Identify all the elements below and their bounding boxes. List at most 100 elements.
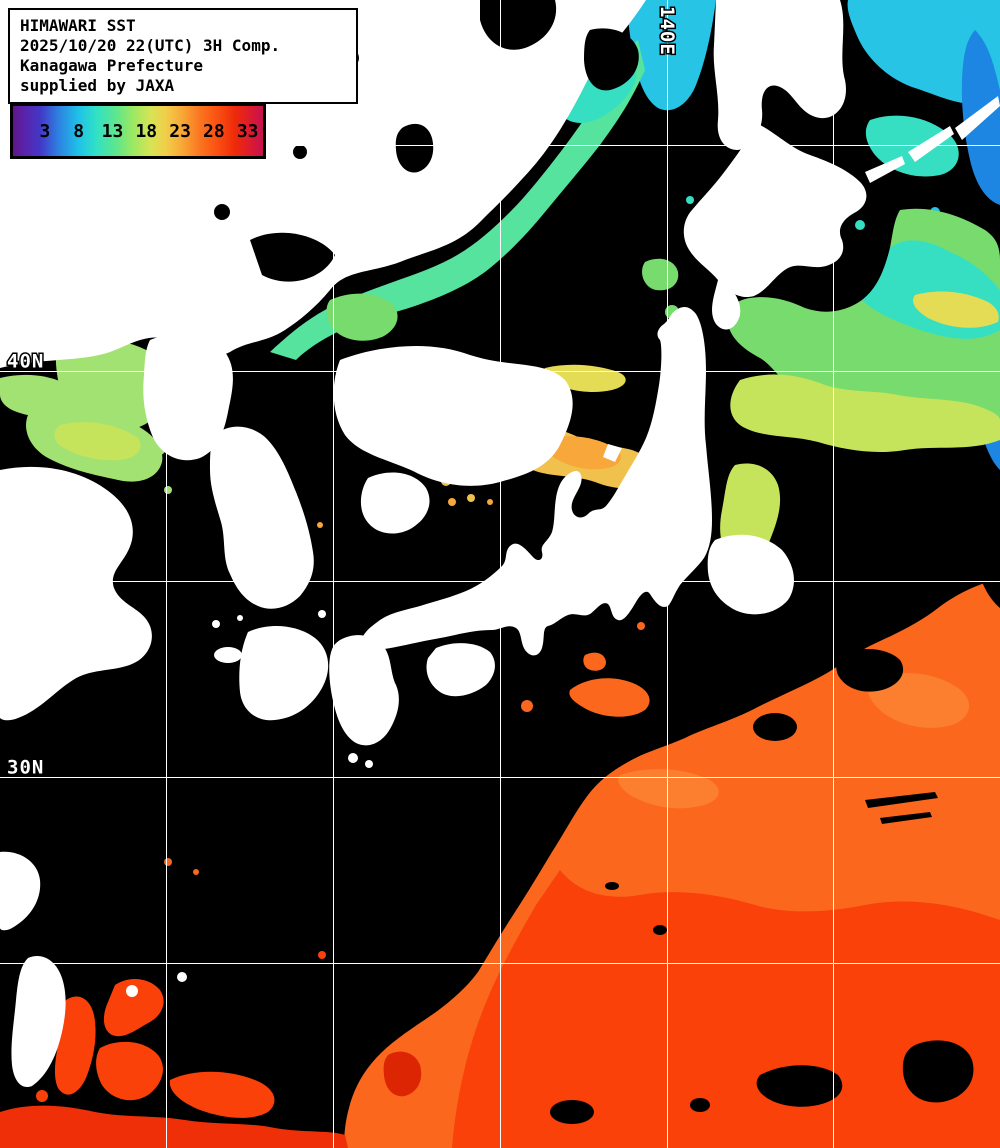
land-hole-dot — [214, 204, 230, 220]
title-box: HIMAWARI SST 2025/10/20 22(UTC) 3H Comp.… — [8, 8, 358, 104]
land-hokkaido-oshima — [712, 280, 741, 330]
sst-speckle — [164, 486, 172, 494]
land-small-island — [348, 753, 358, 763]
sst-speckle — [467, 494, 475, 502]
cloud-holes-layer — [550, 560, 1000, 1124]
title-line-datetime: 2025/10/20 22(UTC) 3H Comp. — [20, 36, 281, 55]
parallel-label: 40N — [7, 351, 44, 373]
cloud-sea-of-japan2 — [360, 472, 430, 534]
cloud-hole — [690, 1098, 710, 1112]
land-honshu — [360, 306, 712, 656]
sst-okhotsk-turquoise-patch — [865, 115, 959, 177]
sst-speckle — [448, 498, 456, 506]
sst-speckle — [193, 869, 199, 875]
cloud-hole — [550, 1100, 594, 1124]
land-taiwan — [11, 956, 66, 1088]
land-korea — [210, 426, 314, 609]
cloud-hole — [865, 792, 938, 808]
sst-soj-orange-core — [543, 436, 621, 470]
land-small-island — [365, 760, 373, 768]
sst-pacific-yellow-patch — [913, 291, 999, 328]
sst-speckle — [487, 499, 493, 505]
sst-bohai-patch — [0, 374, 79, 418]
cloud-dot — [177, 972, 187, 982]
sst-ryukyu-patch2 — [96, 1041, 163, 1101]
sst-speckle — [637, 622, 645, 630]
cloud-sea-of-japan — [333, 345, 573, 486]
sst-tsugaru-speckle — [642, 258, 679, 291]
colorbar-tick: 18 — [135, 120, 158, 142]
graticule-labels-layer: 140E 40N 30N — [6, 5, 680, 781]
colorbar-tick: 3 — [39, 120, 51, 142]
sst-sw-patch3 — [169, 1071, 275, 1118]
cloud-off-kanto — [707, 534, 794, 615]
colorbar-tick: 28 — [203, 120, 225, 142]
title-line-region: Kanagawa Prefecture — [20, 56, 204, 75]
land-small-island — [237, 615, 243, 621]
land-hole-3 — [480, 0, 557, 50]
cloud-dot — [554, 598, 566, 610]
land-sakhalin-cloud — [713, 0, 846, 150]
sst-okhotsk-cold-patch — [847, 0, 1000, 105]
land-shikoku — [426, 643, 495, 697]
sst-taiwan-east-strip — [54, 996, 96, 1095]
land-hole-dot — [293, 145, 307, 159]
sst-kuroshio-marbling2 — [618, 768, 719, 809]
colorbar-tick: 23 — [169, 120, 191, 142]
sst-nk-coast-green — [55, 339, 168, 431]
title-line-product: HIMAWARI SST — [20, 16, 136, 35]
cloud-hole — [653, 925, 667, 935]
colorbar-tick: 33 — [236, 120, 259, 142]
land-china-coast — [0, 466, 152, 721]
sst-front-patch2 — [583, 652, 606, 671]
sst-primorye-coastal-band — [270, 40, 645, 360]
sst-yellow-sea-core — [54, 422, 141, 461]
land-hole-2 — [250, 232, 335, 282]
sst-pacific-yellowgreen-band — [730, 374, 1000, 453]
land-kyushu — [329, 635, 399, 746]
title-line-credit: supplied by JAXA — [20, 76, 175, 95]
cloud-hole — [756, 1065, 843, 1107]
sst-sw-bottom-band — [0, 1105, 348, 1148]
cloud-east-china-sea — [239, 626, 329, 721]
cloud-hole — [753, 713, 797, 741]
sst-colorbar: 3 8 13 18 23 28 33 — [10, 103, 266, 159]
cloud-hole-corner — [978, 560, 1000, 608]
colorbar-gradient — [13, 106, 263, 156]
cloud-dot — [126, 985, 138, 997]
cloud-hole — [902, 1040, 974, 1103]
land-hokkaido — [683, 124, 867, 298]
sst-speckle — [521, 700, 533, 712]
sst-ryukyu-patch1 — [103, 978, 164, 1037]
cloud-yellow-sea — [143, 333, 233, 461]
cloud-hole — [605, 882, 619, 890]
land-hole-4 — [584, 28, 639, 91]
land-tsushima — [318, 610, 326, 618]
sst-front-patch1 — [569, 678, 650, 717]
sst-speckle — [164, 858, 172, 866]
land-kuril-2 — [908, 126, 954, 162]
land-china-coast-south — [0, 851, 41, 931]
colorbar-ticks: 3 8 13 18 23 28 33 — [13, 106, 278, 156]
sst-peter-bay-green — [326, 293, 398, 341]
sst-sakhalin-west-patch — [627, 0, 716, 111]
land-sado — [603, 444, 622, 462]
meridian-label: 140E — [656, 6, 678, 56]
cloud-hole — [836, 648, 904, 692]
colorbar-tick: 8 — [73, 120, 85, 142]
land-kuril-3 — [865, 156, 905, 183]
land-hole-lake-khanka — [395, 123, 434, 173]
sst-speckle — [855, 220, 865, 230]
land-kuril-1 — [955, 96, 1000, 140]
sst-speckle — [126, 466, 138, 478]
sst-speckle — [686, 196, 694, 204]
land-jeju — [214, 647, 242, 663]
parallel-label: 30N — [7, 757, 44, 779]
land-small-island — [212, 620, 220, 628]
sst-speckle — [317, 522, 323, 528]
sst-speckle — [318, 951, 326, 959]
cloud-hole — [880, 812, 932, 824]
sst-speckle — [36, 1090, 48, 1102]
